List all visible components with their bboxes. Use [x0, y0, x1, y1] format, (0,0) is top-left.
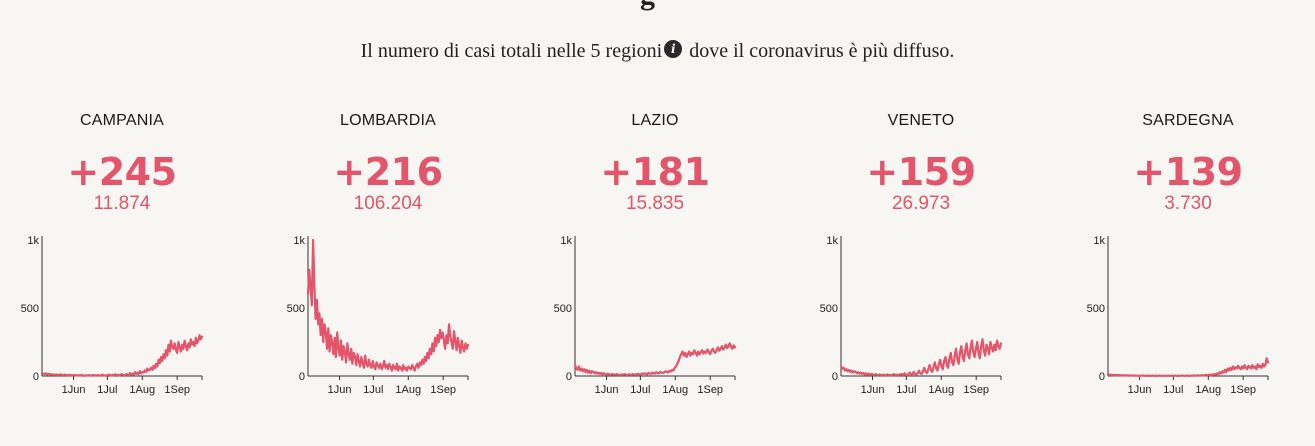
region-total: 26.973: [891, 193, 951, 214]
region-name: VENETO: [887, 112, 955, 129]
region-total: 3.730: [1164, 193, 1212, 214]
y-tick-label: 0: [832, 371, 838, 383]
x-tick-label: 1Sep: [963, 384, 989, 396]
subtitle: Il numero di casi totali nelle 5 regioni…: [0, 40, 1315, 63]
x-tick-label: 1Jun: [861, 384, 885, 396]
sparkline-chart-veneto: 1k 500 0 1Jun 1Jul 1Aug 1Sep: [820, 235, 1003, 396]
region-name: LOMBARDIA: [339, 112, 437, 129]
x-tick-label: 1Jul: [363, 384, 383, 396]
y-tick-label: 500: [820, 303, 838, 315]
region-card-sardegna: SARDEGNA +139 3.730: [1073, 112, 1303, 216]
series-line: [306, 238, 470, 372]
x-tick-label: 1Aug: [662, 384, 688, 396]
x-tick-label: 1Jul: [97, 384, 117, 396]
y-tick-label: 500: [287, 303, 305, 315]
x-tick-label: 1Jun: [1128, 384, 1152, 396]
x-tick-label: 1Jun: [328, 384, 352, 396]
page-title-partial: g: [640, 0, 655, 12]
y-tick-label: 0: [566, 371, 572, 383]
x-tick-label: 1Sep: [1230, 384, 1256, 396]
region-total: 106.204: [353, 193, 423, 214]
y-tick-label: 1k: [826, 235, 838, 247]
region-delta: +181: [600, 150, 710, 194]
x-tick-label: 1Aug: [928, 384, 954, 396]
region-delta: +139: [1133, 150, 1243, 194]
sparkline-chart-campania: 1k 500 0 1Jun 1Jul 1Aug 1Sep: [21, 235, 204, 396]
y-tick-label: 1k: [560, 235, 572, 247]
x-tick-label: 1Jun: [595, 384, 619, 396]
x-tick-label: 1Aug: [1195, 384, 1221, 396]
x-tick-label: 1Aug: [395, 384, 421, 396]
series-line: [573, 342, 737, 377]
region-total: 15.835: [625, 193, 685, 214]
x-tick-label: 1Sep: [430, 384, 456, 396]
region-total: 11.874: [93, 193, 151, 214]
y-tick-label: 1k: [1093, 235, 1105, 247]
x-tick-label: 1Aug: [129, 384, 155, 396]
series-line: [40, 334, 204, 377]
y-tick-label: 500: [554, 303, 572, 315]
region-card-lazio: LAZIO +181 15.835: [540, 112, 770, 216]
x-tick-label: 1Sep: [164, 384, 190, 396]
region-name: SARDEGNA: [1142, 112, 1234, 129]
x-tick-label: 1Jul: [896, 384, 916, 396]
x-tick-label: 1Jul: [630, 384, 650, 396]
region-card-lombardia: LOMBARDIA +216 106.204: [273, 112, 503, 216]
y-tick-label: 0: [299, 371, 305, 383]
y-tick-label: 0: [1099, 371, 1105, 383]
region-delta: +159: [866, 150, 976, 194]
x-tick-label: 1Jun: [62, 384, 86, 396]
region-card-veneto: VENETO +159 26.973: [806, 112, 1036, 216]
sparkline-chart-sardegna: 1k 500 0 1Jun 1Jul 1Aug 1Sep: [1087, 235, 1270, 396]
region-name: CAMPANIA: [80, 112, 164, 129]
region-card-campania: CAMPANIA +245 11.874: [7, 112, 237, 216]
y-tick-label: 1k: [27, 235, 39, 247]
y-tick-label: 0: [33, 371, 39, 383]
x-tick-label: 1Jul: [1163, 384, 1183, 396]
sparkline-chart-lombardia: 1k 500 0 1Jun 1Jul 1Aug 1Sep: [287, 235, 470, 396]
region-name: LAZIO: [631, 112, 679, 129]
info-icon[interactable]: i: [664, 40, 683, 58]
subtitle-text-before: Il numero di casi totali nelle 5 regioni: [360, 40, 663, 62]
subtitle-text-after: dove il coronavirus è più diffuso.: [684, 40, 955, 62]
y-tick-label: 500: [21, 303, 39, 315]
series-line: [1106, 357, 1270, 377]
y-tick-label: 500: [1087, 303, 1105, 315]
region-delta: +216: [333, 150, 443, 194]
x-tick-label: 1Sep: [697, 384, 723, 396]
region-delta: +245: [67, 150, 177, 194]
sparkline-chart-lazio: 1k 500 0 1Jun 1Jul 1Aug 1Sep: [554, 235, 737, 396]
series-line: [839, 338, 1003, 377]
y-tick-label: 1k: [293, 235, 305, 247]
